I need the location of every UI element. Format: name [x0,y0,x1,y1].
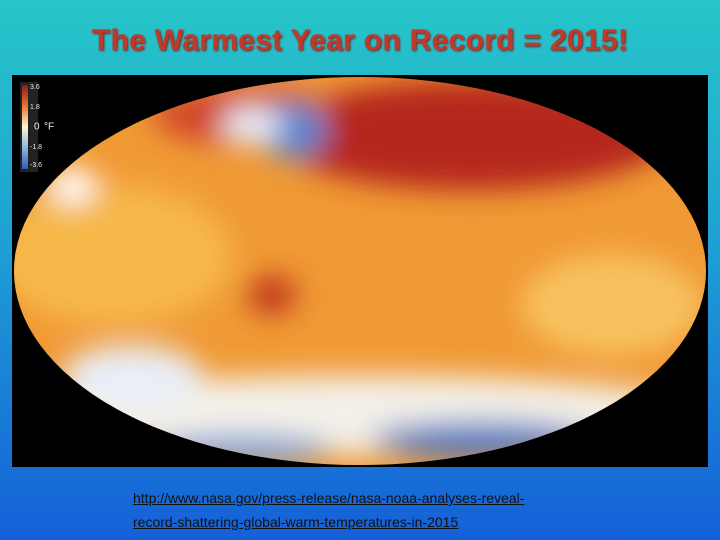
link-line[interactable]: http://www.nasa.gov/press-release/nasa-n… [133,490,525,506]
link-line[interactable]: record-shattering-global-warm-temperatur… [133,514,459,530]
legend-tick: -1.8 [30,144,42,151]
legend-tick: -3.6 [30,162,42,169]
slide-title: The Warmest Year on Record = 2015! [91,24,629,57]
legend-tick: 3.6 [30,84,40,91]
legend-tick: 1.8 [30,104,40,111]
legend-tick: 0 [34,122,40,133]
legend-unit: °F [44,122,54,133]
source-link[interactable]: http://www.nasa.gov/press-release/nasa-n… [133,486,524,534]
temperature-map: 3.6 1.8 0 °F -1.8 -3.6 [12,75,708,467]
